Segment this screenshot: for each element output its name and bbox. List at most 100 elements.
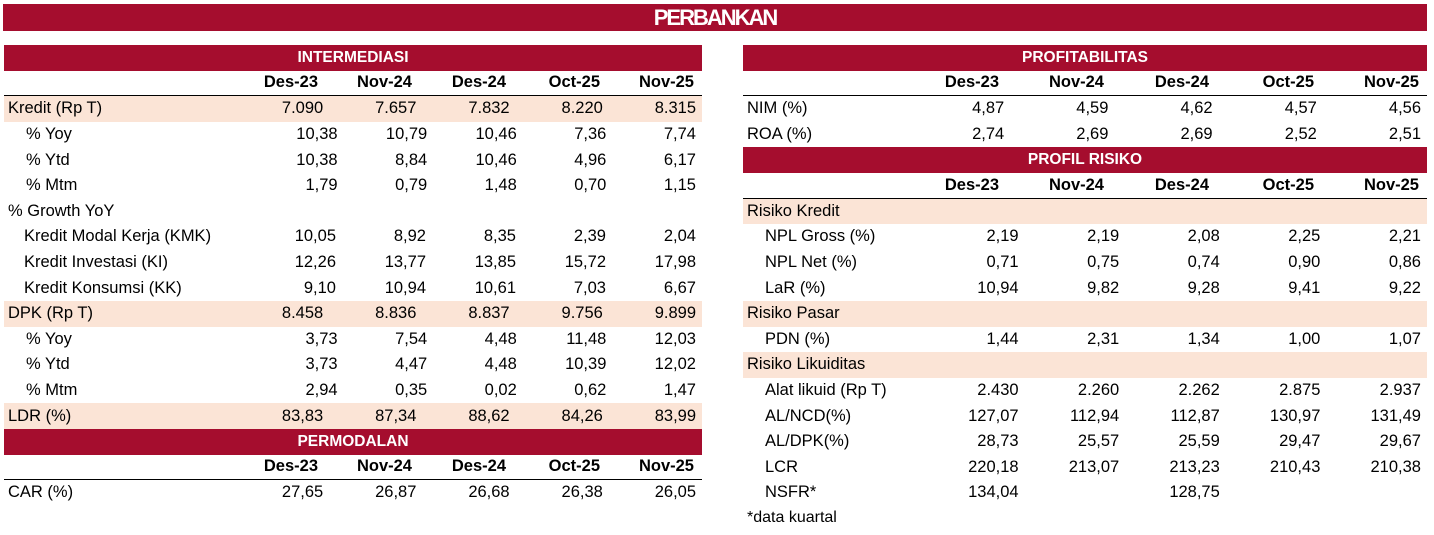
table-cell: 12,26 [294, 253, 336, 272]
row-label: Kredit Modal Kerja (KMK) [24, 227, 212, 246]
column-header: Nov-25 [638, 457, 694, 476]
table-cell: 8,92 [393, 227, 426, 246]
table-cell: 26,87 [375, 483, 417, 502]
column-header: Nov-24 [356, 73, 412, 92]
table-cell: 6,17 [663, 150, 696, 169]
profitabilitas-table: NIM (%) 4,87 4,59 4,62 4,57 4,56 ROA (%) 2,74 2,… [743, 96, 1427, 147]
table-cell: 112,94 [1069, 406, 1120, 425]
table-row: Kredit Investasi (KI) 12,26 13,77 13,85 15,7… [4, 250, 702, 276]
column-header-row: Des-23 Nov-24 Des-24 Oct-25 Nov-25 [743, 71, 1427, 97]
table-row: Kredit (Rp T) 7.090 7.657 7.832 8.220 8.315 [4, 96, 702, 122]
profil-risiko-table: Risiko Kredit NPL Gross (%) 2,19 2,19 2,08 2,… [743, 198, 1427, 506]
row-label: Risiko Pasar [747, 304, 840, 323]
table-cell: 0,71 [986, 253, 1019, 272]
table-cell: 2,69 [1076, 125, 1109, 144]
table-cell: 2.875 [1279, 381, 1321, 400]
row-label: % Mtm [26, 176, 78, 195]
table-cell: 8.458 [281, 304, 324, 323]
table-cell: 130,97 [1269, 406, 1321, 425]
table-cell: 2,19 [986, 227, 1019, 246]
row-label: % Yoy [26, 329, 72, 348]
table-cell: 10,94 [977, 278, 1019, 297]
table-cell: 0,35 [395, 381, 428, 400]
row-label: Kredit (Rp T) [8, 99, 103, 118]
table-cell: 27,65 [281, 483, 324, 502]
column-header: Oct-25 [548, 457, 600, 476]
section-header-profil-risiko: PROFIL RISIKO [743, 147, 1427, 173]
column-header-row: Des-23 Nov-24 Des-24 Oct-25 Nov-25 [4, 71, 702, 97]
table-cell: 10,46 [475, 125, 517, 144]
table-cell: 84,26 [561, 406, 603, 425]
table-cell: 1,00 [1288, 329, 1321, 348]
table-cell: 4,56 [1388, 99, 1422, 118]
column-header: Des-23 [944, 73, 999, 92]
table-cell: 1,15 [663, 176, 696, 195]
table-cell: 9.756 [561, 304, 603, 323]
intermediasi-table: Kredit (Rp T) 7.090 7.657 7.832 8.220 8.315 % … [4, 96, 702, 429]
table-cell: 4,57 [1284, 99, 1317, 118]
row-label: NIM (%) [747, 99, 808, 118]
table-cell: 1,79 [305, 176, 338, 195]
table-cell: 2.430 [977, 381, 1019, 400]
table-cell: 10,39 [565, 355, 607, 374]
table-cell: 127,07 [968, 406, 1019, 425]
column-header-row: Des-23 Nov-24 Des-24 Oct-25 Nov-25 [4, 455, 702, 481]
table-cell: 10,38 [296, 125, 338, 144]
table-cell: 213,23 [1169, 457, 1220, 476]
table-cell: 2,08 [1187, 227, 1220, 246]
column-header: Nov-24 [1048, 175, 1104, 194]
table-cell: 83,83 [281, 406, 324, 425]
table-cell: 1,48 [484, 176, 517, 195]
table-cell: 12,02 [654, 355, 696, 374]
table-cell: 9.899 [654, 304, 697, 323]
column-header: Des-23 [944, 175, 999, 194]
row-label: NPL Net (%) [765, 253, 857, 272]
table-cell: 112,87 [1170, 406, 1220, 425]
table-cell: 88,62 [468, 406, 510, 425]
column-header: Nov-24 [356, 457, 412, 476]
table-cell: 8,35 [483, 227, 516, 246]
table-cell: 17,98 [654, 253, 696, 272]
table-cell: 29,67 [1379, 432, 1421, 451]
table-cell: 210,43 [1269, 457, 1321, 476]
table-cell: 7,03 [573, 278, 606, 297]
table-cell: 0,02 [484, 381, 517, 400]
table-cell: 210,38 [1370, 457, 1421, 476]
row-label: % Ytd [26, 355, 70, 374]
table-cell: 2,39 [573, 227, 606, 246]
table-cell: 10,94 [384, 278, 426, 297]
table-cell: 15,72 [564, 253, 606, 272]
table-row: % Mtm 1,79 0,79 1,48 0,70 1,15 [4, 173, 702, 199]
table-row: Alat likuid (Rp T) 2.430 2.260 2.262 2.875 2.… [743, 378, 1427, 404]
table-row: Kredit Konsumsi (KK) 9,10 10,94 10,61 7,03 6,… [4, 275, 702, 301]
column-header: Des-23 [263, 73, 318, 92]
table-row: % Ytd 10,38 8,84 10,46 4,96 6,17 [4, 147, 702, 173]
table-cell: 7,36 [574, 125, 607, 144]
table-cell: 3,73 [305, 329, 338, 348]
table-cell: 2.260 [1077, 381, 1120, 400]
table-cell: 7,54 [395, 329, 428, 348]
table-cell: 9,82 [1087, 278, 1120, 297]
table-cell: 213,07 [1068, 457, 1120, 476]
row-label: PDN (%) [765, 329, 831, 348]
table-cell: 7.090 [281, 99, 324, 118]
column-header: Des-24 [451, 73, 506, 92]
table-cell: 12,03 [654, 329, 696, 348]
column-header: Oct-25 [1262, 73, 1314, 92]
table-cell: 4,96 [574, 150, 607, 169]
column-header: Oct-25 [548, 73, 600, 92]
row-label: % Mtm [26, 381, 78, 400]
table-row: % Yoy 3,73 7,54 4,48 11,48 12,03 [4, 327, 702, 353]
table-cell: 4,48 [484, 329, 517, 348]
row-label: LDR (%) [8, 406, 72, 425]
table-cell: 13,77 [384, 253, 426, 272]
row-label: % Growth YoY [8, 201, 115, 220]
table-cell: 25,59 [1178, 432, 1220, 451]
table-cell: 26,05 [654, 483, 697, 502]
permodalan-table: CAR (%) 27,65 26,87 26,68 26,38 26,05 [4, 480, 702, 506]
table-cell: 13,85 [474, 253, 516, 272]
table-cell: 9,10 [303, 278, 336, 297]
table-cell: 4,48 [484, 355, 517, 374]
table-row: NSFR* 134,04 128,75 [743, 480, 1427, 506]
row-label: LCR [765, 457, 799, 476]
